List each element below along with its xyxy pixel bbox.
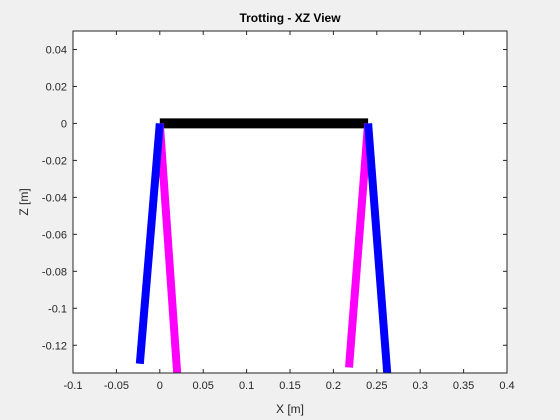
series-layer [135,118,392,373]
x-tick-label: 0.25 [366,380,387,392]
ticks-layer: -0.1 -0.05 0 0.05 0.1 0.15 0.2 0.25 0.3 0.35 0.4 0.… [42,31,515,392]
x-tick-label: 0 [157,380,163,392]
x-tick-label: 0.35 [453,380,474,392]
x-tick-label: -0.05 [104,380,129,392]
x-tick-label: 0.1 [239,380,254,392]
y-tick-label: -0.04 [42,192,67,204]
x-tick-label: 0.3 [413,380,428,392]
series-line-2 [155,123,182,373]
y-axis-label: Z [m] [17,188,31,215]
series-line-4 [135,123,164,365]
y-tick-label: -0.02 [42,155,67,167]
plot-area [73,31,507,373]
x-tick-label: 0.4 [499,380,514,392]
x-tick-label: 0.05 [192,380,213,392]
x-tick-label: -0.1 [64,380,83,392]
y-tick-label: -0.1 [48,303,67,315]
y-tick-label: -0.06 [42,229,67,241]
series-line-5 [364,123,392,373]
y-tick-label: 0.02 [46,81,67,93]
y-tick-label: -0.12 [42,340,67,352]
x-tick-label: 0.15 [279,380,300,392]
y-tick-label: 0.04 [46,44,67,56]
y-tick-label: -0.08 [42,266,67,278]
chart-title: Trotting - XZ View [239,11,341,25]
x-axis-label: X [m] [276,402,304,416]
x-tick-label: 0.2 [326,380,341,392]
y-tick-label: 0 [61,118,67,130]
series-line-3 [345,123,373,368]
